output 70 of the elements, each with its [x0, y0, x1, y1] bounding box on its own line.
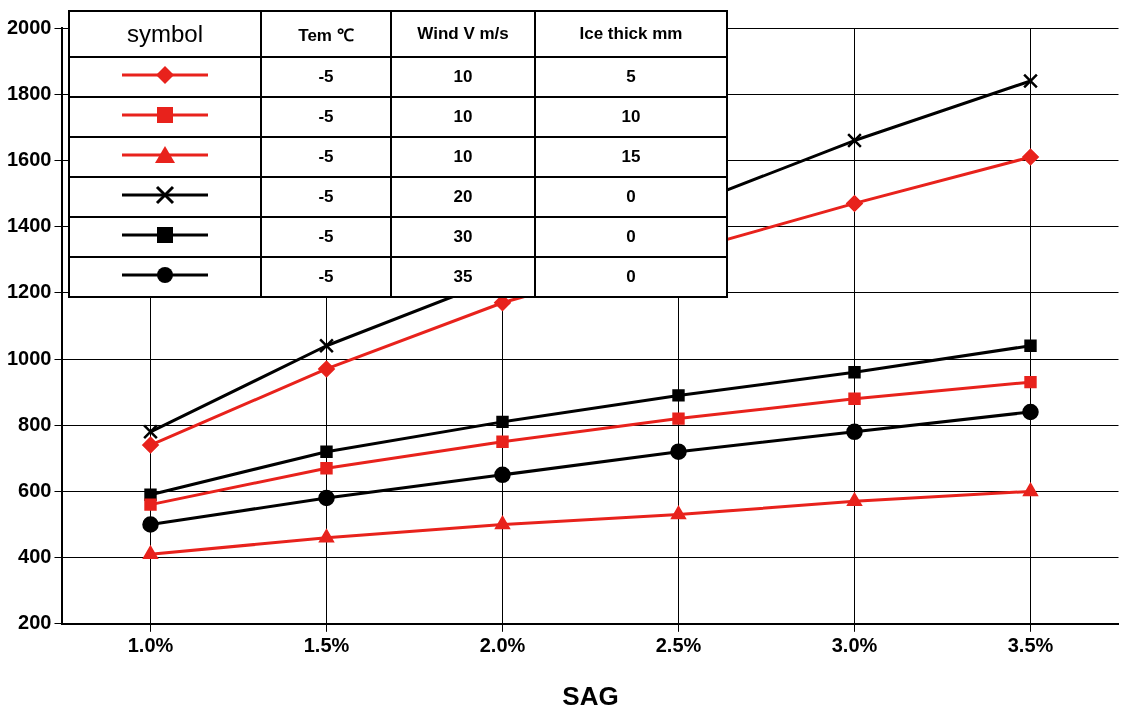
annotation: 20	[391, 177, 535, 217]
x-tick-label: 3.0%	[831, 634, 878, 657]
x-tick-label: 2.5%	[655, 634, 702, 657]
annotation: 0	[535, 217, 727, 257]
point	[848, 392, 861, 405]
annotation: 10	[391, 137, 535, 177]
point	[671, 506, 686, 520]
y-tick-label: 1400	[6, 214, 52, 237]
x-tick-label: 1.5%	[303, 634, 350, 657]
annotation: -5	[261, 97, 391, 137]
point	[494, 466, 511, 484]
y-tick-label: 1800	[6, 81, 52, 104]
point	[672, 412, 685, 425]
point	[1024, 339, 1037, 352]
annotation: 35	[391, 257, 535, 297]
point	[142, 424, 159, 440]
point	[1022, 73, 1039, 89]
y-tick-label: 1200	[6, 280, 52, 303]
y-tick-label: 2000	[6, 15, 52, 38]
point	[670, 443, 687, 460]
annotation: 30	[391, 217, 535, 257]
y-tick-label: 600	[18, 478, 52, 501]
point	[496, 415, 509, 429]
x-axis-title: SAG	[562, 680, 619, 711]
annotation: -5	[261, 137, 391, 177]
y-tick-label: 1000	[6, 346, 52, 369]
point	[496, 435, 509, 448]
annotation: symbol	[69, 11, 261, 57]
x-tick-label: 2.0%	[479, 634, 526, 657]
point	[1022, 148, 1039, 166]
point	[320, 462, 333, 475]
point	[320, 445, 333, 458]
point	[846, 132, 863, 149]
point	[847, 493, 862, 507]
point	[319, 529, 334, 543]
point	[142, 436, 159, 454]
annotation: -5	[261, 257, 391, 297]
point	[318, 489, 335, 507]
y-tick-label: 400	[18, 545, 52, 568]
annotation: Ice thick mm	[535, 11, 727, 57]
annotation: 0	[535, 177, 727, 217]
annotation: 10	[391, 57, 535, 97]
x-tick-label: 3.5%	[1007, 634, 1054, 657]
annotation: -5	[261, 57, 391, 97]
point	[1022, 403, 1039, 421]
annotation: Wind V m/s	[391, 11, 535, 57]
annotation: Tem ℃	[261, 11, 391, 57]
point	[144, 498, 157, 511]
point	[672, 389, 685, 402]
y-tick-label: 1600	[6, 147, 52, 170]
y-tick-label: 200	[18, 611, 52, 634]
point	[143, 546, 158, 560]
annotation: -5	[261, 217, 391, 257]
point	[1023, 483, 1038, 497]
point	[495, 516, 510, 530]
x-tick-label: 1.0%	[127, 634, 174, 657]
annotation: 10	[535, 97, 727, 137]
point	[846, 195, 863, 212]
y-tick-label: 800	[18, 412, 52, 435]
point	[846, 423, 863, 441]
annotation: 0	[535, 257, 727, 297]
annotation: -5	[261, 177, 391, 217]
point	[142, 516, 159, 533]
point	[848, 366, 861, 379]
point	[318, 360, 335, 378]
annotation: 10	[391, 97, 535, 137]
annotation: 15	[535, 137, 727, 177]
point	[318, 338, 335, 354]
point	[1024, 375, 1037, 389]
annotation: 5	[535, 57, 727, 97]
